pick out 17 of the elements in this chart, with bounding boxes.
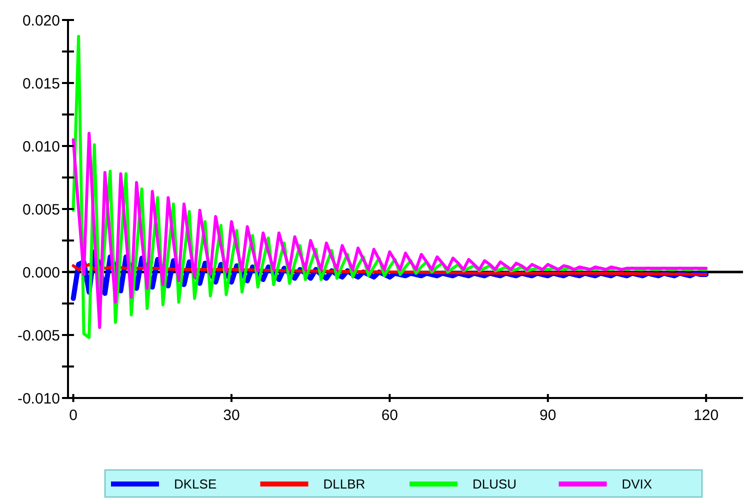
line-series xyxy=(72,132,708,329)
x-tick-label: 90 xyxy=(540,407,556,424)
x-tick-label: 60 xyxy=(381,407,398,424)
y-tick-label: -0.010 xyxy=(17,390,60,408)
y-tick-label: -0.005 xyxy=(17,327,60,344)
y-tick-label: 0.020 xyxy=(22,12,60,30)
y-tick-label: 0.015 xyxy=(22,75,60,92)
legend-label: DKLSE xyxy=(174,476,217,492)
legend-label: DVIX xyxy=(622,476,652,492)
y-tick-label: 0.000 xyxy=(22,264,60,282)
y-tick-label: 0.005 xyxy=(22,201,60,218)
x-tick-label: 30 xyxy=(223,407,240,424)
legend-label: DLLBR xyxy=(323,476,366,492)
legend-label: DLUSU xyxy=(472,476,517,492)
y-tick-label: 0.010 xyxy=(22,138,60,156)
x-tick-label: 0 xyxy=(69,407,78,424)
x-tick-label: 120 xyxy=(694,407,719,424)
